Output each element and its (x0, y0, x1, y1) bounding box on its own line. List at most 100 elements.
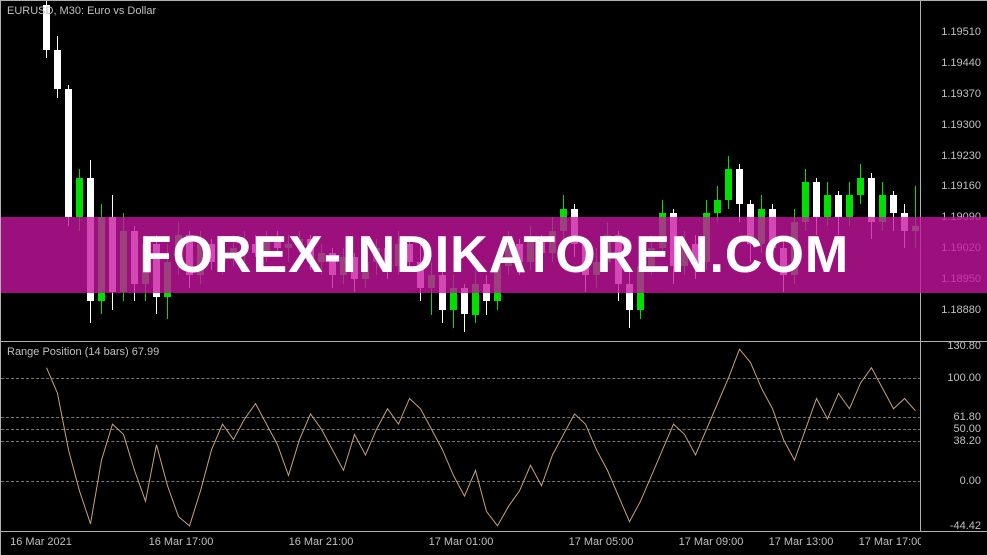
candle-body (329, 253, 336, 275)
indicator-title: Range Position (14 bars) 67.99 (7, 346, 159, 358)
candle-body (109, 217, 116, 292)
candle-body (65, 89, 72, 217)
time-xaxis: 16 Mar 2021 16 Mar 17:00 16 Mar 21:00 17 Ma… (1, 531, 921, 555)
candle-body (307, 239, 314, 261)
candle-body (285, 244, 292, 248)
candle-body (670, 213, 677, 266)
candle-body (846, 195, 853, 217)
candle-body (175, 235, 182, 261)
candle-body (802, 182, 809, 222)
indicator-ytick: 61.80 (953, 411, 981, 423)
candle-body (120, 231, 127, 293)
candle-body (593, 262, 600, 275)
candle-body (494, 266, 501, 301)
indicator-ytick: 0.00 (960, 475, 981, 487)
candle-body (780, 248, 787, 274)
candle-body (604, 235, 611, 261)
time-xtick: 16 Mar 2021 (10, 536, 72, 548)
candle-body (549, 231, 556, 253)
candle-body (395, 244, 402, 266)
indicator-yaxis: 130.80100.0061.8050.0038.200.00-44.42 (921, 341, 987, 531)
candle-body (901, 213, 908, 231)
candle-body (747, 204, 754, 244)
candle-body (197, 244, 204, 275)
candle-wick (915, 186, 916, 248)
candle-body (560, 209, 567, 231)
candle-body (54, 50, 61, 90)
candle-body (351, 257, 358, 279)
candle-body (296, 239, 303, 243)
candle-body (76, 178, 83, 218)
candle-body (461, 288, 468, 314)
candle-body (98, 217, 105, 301)
candle-body (219, 253, 226, 262)
candle-body (769, 209, 776, 249)
price-yaxis: 1.195101.194401.193701.193001.192301.191… (921, 1, 987, 341)
candle-body (516, 244, 523, 262)
candle-body (318, 253, 325, 262)
candle-body (384, 248, 391, 266)
price-ytick: 1.19020 (941, 242, 981, 254)
candle-body (450, 288, 457, 310)
candle-body (252, 244, 259, 253)
candle-body (615, 235, 622, 284)
candle-body (439, 275, 446, 310)
candle-body (637, 266, 644, 310)
yaxis-corner (921, 531, 987, 555)
indicator-ytick: 50.00 (953, 423, 981, 435)
candle-body (868, 178, 875, 222)
candle-body (505, 244, 512, 266)
candle-body (791, 222, 798, 275)
price-ytick: 1.19300 (941, 119, 981, 131)
indicator-panel[interactable]: Range Position (14 bars) 67.99 (1, 341, 921, 531)
candle-body (736, 169, 743, 204)
candle-body (263, 239, 270, 252)
candle-body (714, 200, 721, 213)
candle-wick (288, 235, 289, 261)
candle-body (758, 209, 765, 244)
candle-body (824, 195, 831, 217)
candle-body (373, 248, 380, 261)
price-ytick: 1.19440 (941, 57, 981, 69)
candle-body (87, 178, 94, 302)
candle-body (582, 244, 589, 275)
candle-body (659, 213, 666, 248)
candle-body (648, 248, 655, 266)
candle-body (725, 169, 732, 200)
candle-body (472, 284, 479, 315)
candle-body (142, 244, 149, 284)
price-ytick: 1.19160 (941, 180, 981, 192)
price-ytick: 1.18880 (941, 304, 981, 316)
price-ytick: 1.19090 (941, 211, 981, 223)
price-panel[interactable]: EURUSD, M30: Euro vs Dollar (1, 1, 921, 341)
candle-body (274, 239, 281, 248)
chart-title: EURUSD, M30: Euro vs Dollar (7, 5, 156, 17)
price-ytick: 1.19510 (941, 26, 981, 38)
chart-container: EURUSD, M30: Euro vs Dollar 1.19510 1.194… (0, 0, 987, 555)
time-xtick: 17 Mar 13:00 (769, 536, 834, 548)
indicator-ytick: 100.00 (947, 372, 981, 384)
candle-body (230, 248, 237, 252)
candle-body (340, 257, 347, 275)
candle-body (703, 213, 710, 262)
candle-body (681, 244, 688, 266)
candle-body (626, 284, 633, 310)
candle-body (406, 244, 413, 262)
candle-body (527, 239, 534, 261)
indicator-ytick: 38.20 (953, 435, 981, 447)
price-ytick: 1.19370 (941, 88, 981, 100)
candle-body (208, 244, 215, 262)
candle-body (692, 244, 699, 262)
time-xtick: 16 Mar 21:00 (289, 536, 354, 548)
candle-body (428, 275, 435, 288)
indicator-ytick: 130.80 (947, 340, 981, 352)
candle-body (153, 244, 160, 297)
time-xtick: 17 Mar 05:00 (569, 536, 634, 548)
indicator-line (1, 342, 921, 531)
candle-body (186, 235, 193, 275)
time-xtick: 16 Mar 17:00 (149, 536, 214, 548)
candle-body (890, 195, 897, 213)
time-xtick: 17 Mar 09:00 (679, 536, 744, 548)
candle-body (813, 182, 820, 217)
time-xtick: 17 Mar 01:00 (429, 536, 494, 548)
